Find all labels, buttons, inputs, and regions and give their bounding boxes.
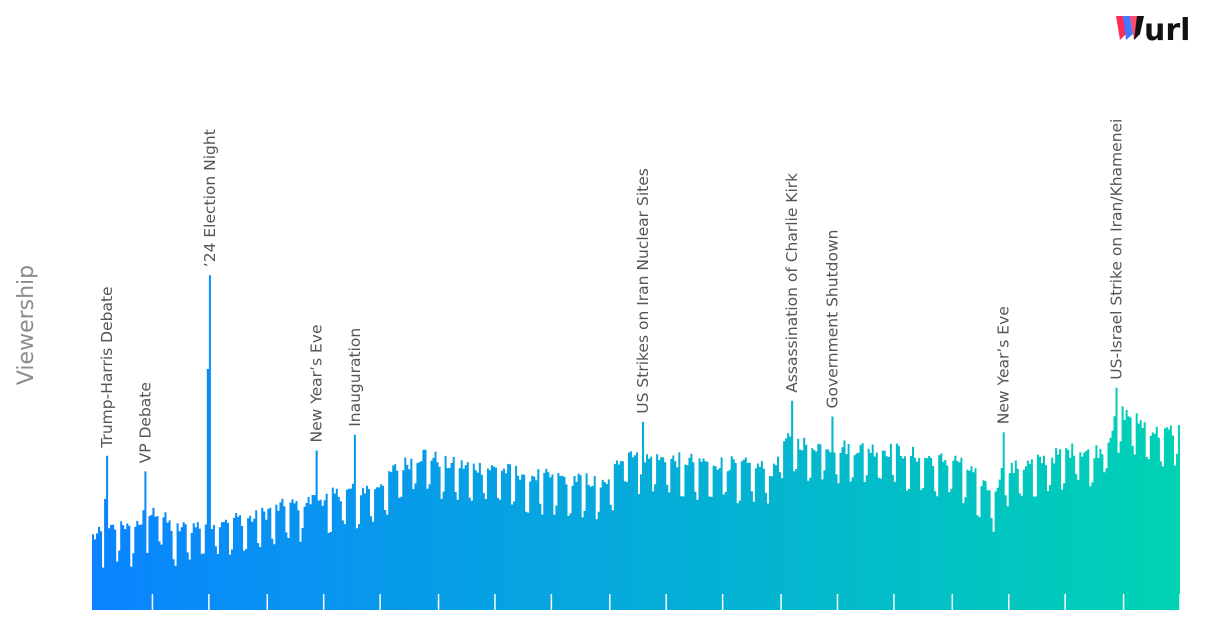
y-axis-label: Viewership (14, 265, 39, 385)
event-label: US-Israel Strike on Iran/Khamenei (1108, 119, 1126, 380)
logo-mark-black (1134, 16, 1144, 40)
event-annotations: Trump-Harris Debate VP Debate ’24 Election… (98, 119, 1125, 464)
event-label: Inauguration (346, 328, 364, 427)
logo-mark-red (1116, 16, 1126, 40)
logo-mark-blue (1123, 16, 1133, 40)
event-label: Government Shutdown (823, 230, 841, 409)
event-label: Trump-Harris Debate (98, 286, 116, 448)
wurl-logo: url (1116, 13, 1190, 48)
viewership-area (92, 275, 1180, 610)
event-label: US Strikes on Iran Nuclear Sites (634, 168, 652, 414)
event-label: VP Debate (136, 382, 154, 463)
x-axis-ticks (151, 594, 1181, 610)
event-label: New Year’s Eve (308, 325, 326, 443)
event-label: New Year’s Eve (995, 306, 1013, 424)
event-label: Assassination of Charlie Kirk (783, 173, 801, 393)
event-label: ’24 Election Night (201, 129, 219, 267)
logo-text: url (1144, 13, 1190, 48)
